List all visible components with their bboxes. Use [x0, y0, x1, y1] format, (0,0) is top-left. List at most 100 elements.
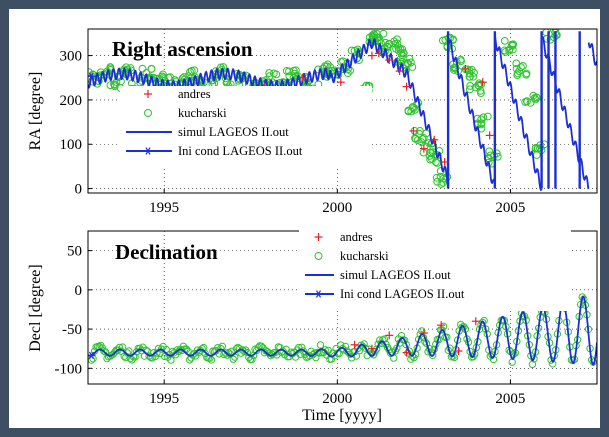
kucharski-point — [449, 352, 457, 360]
kucharski-point — [532, 93, 541, 102]
legend-asterisk — [145, 147, 151, 155]
kucharski-point — [501, 48, 510, 56]
andres-point — [374, 49, 383, 58]
andres-point — [430, 135, 439, 144]
x-tick-label: 1995 — [149, 391, 179, 407]
kucharski-point — [399, 49, 408, 58]
kucharski-point — [409, 104, 418, 113]
andres-point — [471, 317, 480, 326]
kucharski-point — [207, 356, 216, 364]
y-tick-label: -50 — [62, 322, 82, 338]
kucharski-point — [138, 64, 147, 73]
kucharski-point — [122, 63, 131, 72]
kucharski-point — [398, 51, 407, 60]
legend-asterisk — [315, 290, 322, 298]
decl-panel: 1995 2000 2005 -100 -50 0 50 Declination Decl … — [27, 229, 598, 424]
asterisk-stroke — [88, 351, 94, 360]
kucharski-point — [470, 68, 478, 77]
kucharski-point — [508, 41, 517, 50]
kucharski-point — [500, 36, 509, 45]
kucharski-point — [316, 341, 325, 349]
kucharski-point — [477, 89, 485, 98]
ini-cond-point — [88, 72, 96, 81]
kucharski-point — [466, 82, 475, 90]
andres-point — [385, 331, 394, 340]
kucharski-point — [433, 177, 442, 186]
legend-circle — [314, 252, 323, 260]
kucharski-point — [154, 344, 163, 353]
ra-ylabel: RA [degree] — [27, 72, 44, 151]
kucharski-point — [167, 356, 175, 364]
kucharski-point — [344, 65, 352, 73]
legend-label: andres — [178, 87, 211, 101]
kucharski-point — [115, 343, 124, 352]
kucharski-point — [186, 68, 194, 76]
x-tick-label: 2005 — [495, 391, 525, 407]
andres-point — [409, 126, 418, 135]
andres-point — [298, 73, 307, 82]
y-tick-label: 300 — [60, 49, 83, 65]
legend-label: simul LAGEOS II.out — [178, 125, 289, 139]
andres-point — [419, 329, 428, 337]
y-tick-label: 200 — [60, 93, 83, 109]
kucharski-point — [240, 347, 248, 356]
kucharski-point — [477, 80, 486, 89]
kucharski-point — [512, 59, 521, 68]
legend-label: simul LAGEOS II.out — [340, 268, 451, 282]
andres-point — [478, 78, 487, 87]
andres-point — [367, 344, 376, 353]
kucharski-point — [438, 326, 446, 334]
kucharski-point — [217, 344, 225, 353]
kucharski-point — [420, 142, 429, 151]
ra-ticks: 1995 2000 2005 0 100 200 300 — [60, 49, 526, 216]
kucharski-point — [110, 80, 118, 89]
kucharski-point — [515, 67, 524, 76]
kucharski-point — [485, 147, 494, 156]
kucharski-point — [528, 360, 537, 369]
kucharski-point — [426, 155, 435, 164]
kucharski-point — [260, 348, 269, 357]
legend-label: kucharski — [178, 106, 227, 120]
ra-legend: andres kucharski simul LAGEOS II.out Ini co… — [120, 86, 372, 168]
decl-ylabel: Decl [degree] — [27, 264, 44, 352]
kucharski-point — [400, 336, 409, 344]
kucharski-point — [465, 85, 474, 94]
kucharski-point — [391, 39, 400, 48]
decl-xlabel: Time [yyyy] — [302, 407, 382, 424]
ra-panel: 1995 2000 2005 0 100 200 300 Right ascension R… — [27, 28, 598, 216]
andres-point — [350, 340, 359, 349]
kucharski-point — [439, 322, 448, 331]
kucharski-point — [408, 103, 417, 112]
y-tick-label: 0 — [75, 283, 83, 299]
kucharski-point — [398, 45, 407, 54]
y-tick-label: 50 — [67, 244, 82, 260]
andres-point — [336, 78, 345, 87]
kucharski-point — [229, 355, 237, 363]
kucharski-point — [265, 69, 274, 77]
andres-point — [385, 56, 394, 65]
kucharski-point — [517, 63, 525, 72]
kucharski-point — [106, 81, 115, 90]
decl-ticks: 1995 2000 2005 -100 -50 0 50 — [55, 244, 526, 407]
kucharski-point — [483, 112, 492, 121]
legend-label: andres — [340, 230, 373, 244]
andres-point — [485, 131, 494, 140]
kucharski-point — [298, 343, 306, 352]
andres-point — [402, 348, 411, 357]
kucharski-point — [432, 173, 441, 182]
kucharski-point — [187, 67, 196, 75]
legend-background — [299, 229, 571, 311]
kucharski-point — [419, 134, 428, 142]
ini-cond-point — [88, 351, 96, 360]
legend-label: kucharski — [340, 249, 389, 263]
kucharski-point — [437, 180, 446, 188]
kucharski-point — [478, 318, 487, 327]
kucharski-point — [323, 60, 332, 69]
decl-title: Declination — [115, 240, 218, 264]
kucharski-point — [159, 70, 167, 79]
kucharski-point — [402, 340, 410, 349]
x-tick-label: 2005 — [495, 200, 525, 216]
kucharski-point — [125, 347, 133, 355]
kucharski-point — [405, 54, 414, 63]
